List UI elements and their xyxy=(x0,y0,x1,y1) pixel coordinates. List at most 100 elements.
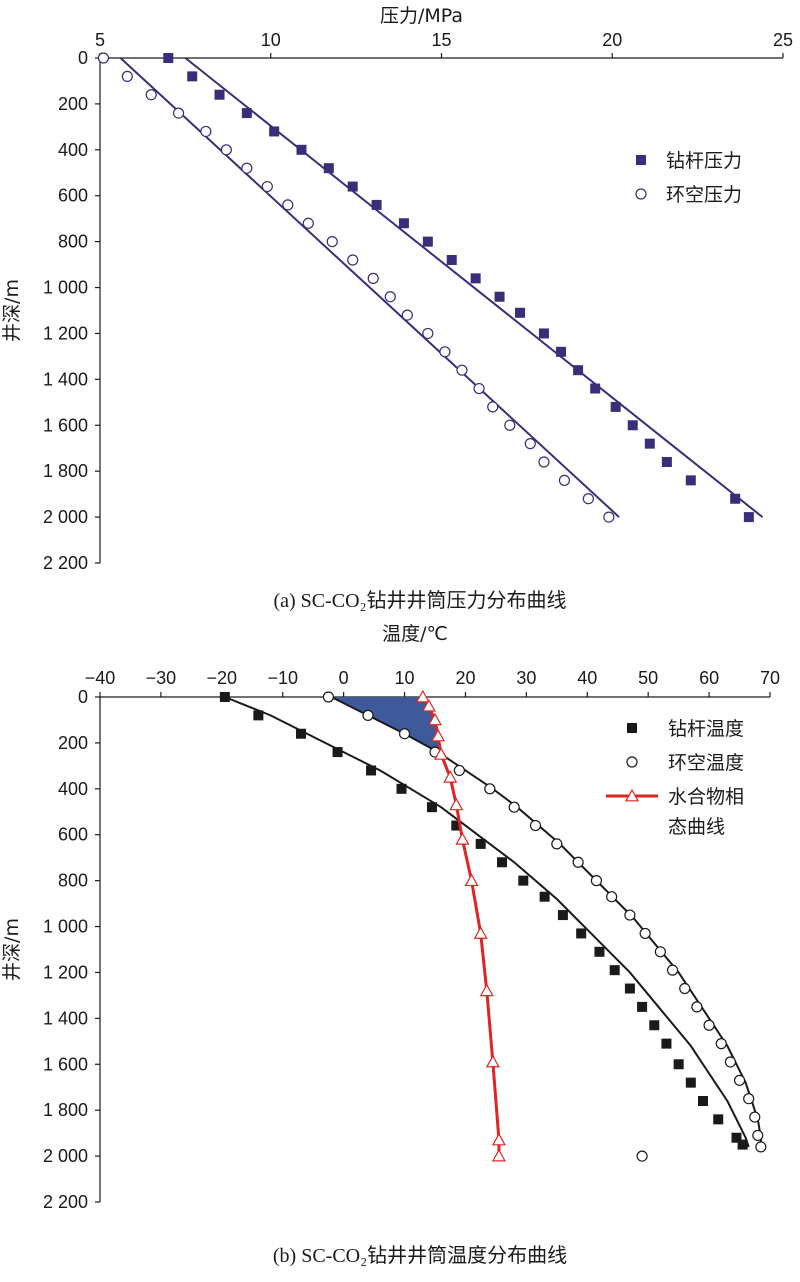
y-tick-label: 600 xyxy=(58,825,88,845)
y-tick-label: 1 400 xyxy=(43,369,88,389)
data-point xyxy=(422,236,433,247)
data-point xyxy=(398,218,409,229)
data-point xyxy=(731,1132,742,1143)
legend-swatch xyxy=(624,788,640,802)
data-point xyxy=(426,802,437,813)
data-point xyxy=(755,1141,767,1153)
data-point xyxy=(415,689,430,703)
data-point xyxy=(282,199,294,211)
series-1 xyxy=(219,692,748,1150)
data-point xyxy=(97,52,110,64)
data-point xyxy=(187,71,198,82)
y-axis-title: 井深/m xyxy=(1,279,23,342)
data-point xyxy=(449,797,464,811)
data-point xyxy=(666,964,679,976)
data-point xyxy=(538,456,550,468)
series-2 xyxy=(322,691,767,1162)
data-point xyxy=(691,1001,703,1013)
data-point xyxy=(685,475,696,486)
y-tick-label: 200 xyxy=(58,733,88,753)
y-tick-label: 600 xyxy=(58,186,88,206)
legend-swatch xyxy=(626,756,638,768)
legend-swatch xyxy=(627,723,637,733)
y-tick-label: 1 400 xyxy=(43,1008,88,1028)
data-point xyxy=(220,144,232,156)
data-point xyxy=(491,1132,506,1146)
series-3 xyxy=(415,689,506,1162)
data-point xyxy=(323,163,334,174)
data-point xyxy=(214,89,225,100)
data-point xyxy=(504,419,516,431)
y-tick-label: 800 xyxy=(58,232,88,252)
legend-label: 钻杆温度 xyxy=(668,718,744,740)
data-point xyxy=(582,493,594,505)
y-tick-label: 400 xyxy=(58,140,88,160)
data-point xyxy=(362,709,374,721)
data-point xyxy=(590,875,603,887)
x-tick-label: 25 xyxy=(773,30,793,50)
data-point xyxy=(326,236,338,248)
data-point xyxy=(661,457,672,467)
data-point xyxy=(241,108,252,119)
data-point xyxy=(724,1056,737,1068)
data-point xyxy=(296,728,306,739)
data-point xyxy=(421,698,436,712)
data-point xyxy=(485,1054,500,1068)
data-point xyxy=(497,857,507,868)
chart-caption: (a) SC-CO₂钻井井筒压力分布曲线 xyxy=(273,589,566,612)
data-point xyxy=(473,926,488,939)
data-point xyxy=(464,873,479,887)
data-point xyxy=(698,1096,708,1106)
y-tick-label: 2 200 xyxy=(43,1192,88,1212)
data-point xyxy=(451,820,462,831)
y-tick-label: 1 800 xyxy=(43,461,88,481)
y-tick-label: 1 600 xyxy=(43,1054,88,1074)
data-point xyxy=(401,309,413,321)
data-point xyxy=(737,1139,748,1150)
data-point xyxy=(455,832,470,845)
x-tick-label: 5 xyxy=(95,30,105,50)
data-point xyxy=(743,512,754,523)
x-tick-label: 40 xyxy=(577,668,597,688)
data-point xyxy=(576,928,587,939)
data-point xyxy=(219,692,230,702)
x-axis-title: 温度/℃ xyxy=(382,623,448,645)
data-point xyxy=(573,365,584,376)
data-point xyxy=(261,180,273,193)
data-point xyxy=(609,965,620,976)
data-point xyxy=(241,162,253,174)
data-point xyxy=(172,107,185,119)
y-axis-title: 井深/m xyxy=(1,918,23,981)
data-point xyxy=(384,291,396,303)
x-tick-label: 0 xyxy=(339,668,349,688)
data-point xyxy=(594,946,605,957)
data-point xyxy=(639,927,651,940)
data-point xyxy=(145,89,157,101)
data-point xyxy=(557,910,568,921)
data-point xyxy=(636,1150,648,1162)
data-point xyxy=(733,1074,746,1086)
data-point xyxy=(743,1093,755,1105)
fit-line-2 xyxy=(119,57,620,518)
data-point xyxy=(398,728,411,740)
y-tick-label: 400 xyxy=(58,779,88,799)
legend-label: 环空压力 xyxy=(666,184,742,206)
y-tick-label: 1 200 xyxy=(43,323,88,343)
data-point xyxy=(396,783,407,794)
data-point xyxy=(556,346,567,357)
x-tick-label: 10 xyxy=(395,668,415,688)
data-point xyxy=(200,125,212,138)
y-tick-label: 2 200 xyxy=(43,553,88,573)
x-tick-label: 30 xyxy=(516,668,536,688)
legend-swatch xyxy=(635,188,647,200)
data-point xyxy=(491,1148,506,1162)
x-axis-title: 压力/MPa xyxy=(380,5,463,27)
data-point xyxy=(431,728,446,742)
legend-swatch xyxy=(636,155,646,165)
data-point xyxy=(551,838,563,850)
data-point xyxy=(637,1001,648,1012)
chart-panel-b: 温度/℃ −40 −30 −20 −10 0 10 20 30 40 50 60 70 0 200 400 60… xyxy=(1,623,780,1267)
data-point xyxy=(453,764,465,777)
